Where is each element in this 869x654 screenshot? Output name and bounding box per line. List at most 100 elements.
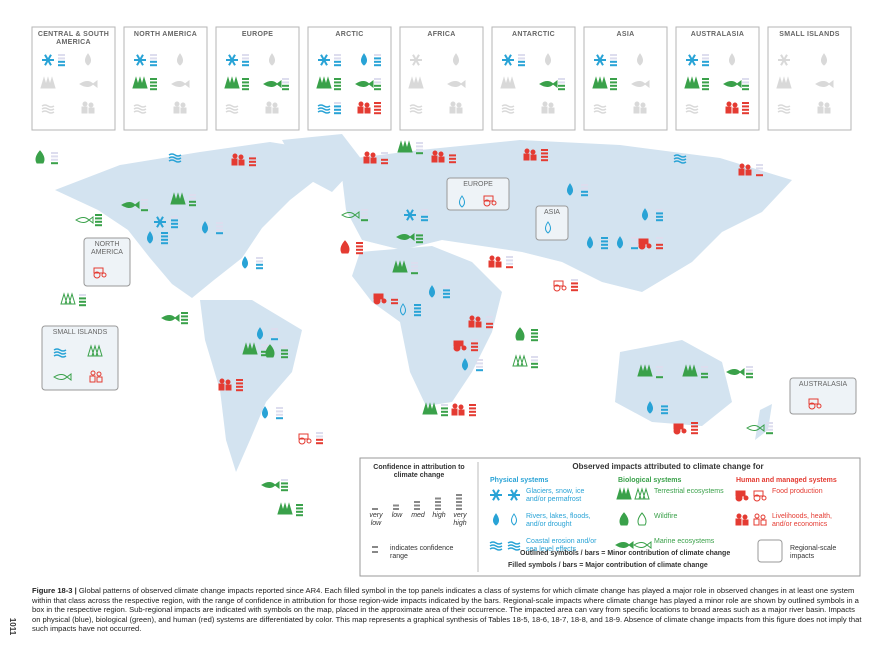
tree-icon xyxy=(600,76,608,89)
coast-icon xyxy=(685,110,699,114)
coast-icon xyxy=(777,104,791,108)
tractor-icon xyxy=(553,280,564,287)
people-icon xyxy=(530,149,536,155)
confidence-bar xyxy=(356,242,363,244)
confidence-bar xyxy=(249,154,256,156)
confidence-bar xyxy=(610,81,617,84)
confidence-bar xyxy=(656,215,663,218)
tractor-icon xyxy=(491,200,497,206)
tractor-icon xyxy=(743,495,749,501)
coast-icon xyxy=(225,107,239,111)
drop-icon xyxy=(587,236,593,249)
confidence-bar xyxy=(441,404,448,406)
region-panel xyxy=(767,26,852,131)
confidence-bar xyxy=(571,289,578,292)
confidence-bar xyxy=(374,78,381,80)
confidence-bar xyxy=(518,54,525,56)
regional-box xyxy=(535,205,569,241)
confidence-bar xyxy=(374,88,381,91)
fire-icon xyxy=(340,240,350,254)
people-icon xyxy=(449,106,456,114)
confidence-bar xyxy=(296,504,303,506)
confidence-bar xyxy=(261,347,268,350)
new-zealand xyxy=(755,404,772,440)
confidence-bar xyxy=(316,432,323,434)
confidence-bar xyxy=(256,260,263,263)
confidence-bar xyxy=(58,57,65,60)
people-icon xyxy=(742,519,749,526)
confidence-bar xyxy=(249,164,256,167)
confidence-bar xyxy=(261,354,268,357)
confidence-bar xyxy=(742,108,749,111)
confidence-bar xyxy=(51,158,58,161)
coast-icon xyxy=(673,160,687,164)
confidence-bar xyxy=(79,300,86,303)
confidence-bar xyxy=(518,60,525,63)
confidence-bar xyxy=(236,389,243,392)
confidence-bar xyxy=(411,272,418,275)
snow-icon xyxy=(44,54,52,66)
coast-icon xyxy=(41,107,55,111)
confidence-bar xyxy=(414,314,421,317)
people-icon xyxy=(468,320,475,328)
tree-icon xyxy=(87,344,95,357)
confidence-bar xyxy=(150,84,157,87)
people-icon xyxy=(232,153,238,159)
confidence-bar xyxy=(334,78,341,80)
tree-icon xyxy=(64,292,72,305)
range-note: indicates confidence range xyxy=(390,545,454,560)
people-icon xyxy=(218,383,225,391)
fish-icon xyxy=(261,481,280,489)
confidence-bar xyxy=(334,54,341,56)
confidence-bar xyxy=(742,102,749,104)
confidence-bar xyxy=(656,219,663,222)
snow-icon xyxy=(136,54,144,66)
confidence-bar xyxy=(469,407,476,410)
confidence-bar xyxy=(381,152,388,154)
confidence-level: very high xyxy=(453,512,467,527)
confidence-bar xyxy=(374,64,381,67)
confidence-bar xyxy=(276,407,283,409)
confidence-bar xyxy=(416,145,423,148)
confidence-bar xyxy=(374,60,381,63)
people-icon xyxy=(225,384,232,391)
people-icon xyxy=(489,255,495,261)
drop-icon xyxy=(617,236,623,249)
legend-item: Marine ecosystems xyxy=(654,538,715,545)
coast-icon xyxy=(507,547,521,551)
people-icon xyxy=(524,148,530,154)
snow-icon xyxy=(688,54,696,66)
confidence-bar xyxy=(242,84,249,87)
drop-icon xyxy=(147,231,153,244)
people-icon xyxy=(753,518,760,526)
confidence-bar xyxy=(171,219,178,222)
people-icon xyxy=(542,101,548,107)
confidence-level: high xyxy=(432,512,446,519)
fish-icon xyxy=(53,373,72,381)
fish-icon xyxy=(396,233,415,241)
drop-icon xyxy=(85,53,91,66)
region-panel xyxy=(583,26,668,131)
panel-label: AUSTRALASIA xyxy=(690,31,745,38)
confidence-bar xyxy=(414,504,420,507)
confidence-bar xyxy=(334,108,341,111)
tree-icon xyxy=(692,76,700,89)
confidence-bar xyxy=(161,235,168,238)
coast-icon xyxy=(41,104,55,108)
confidence-bar xyxy=(261,344,268,346)
coast-icon xyxy=(501,107,515,111)
confidence-bar xyxy=(656,237,663,239)
confidence-bar xyxy=(374,57,381,60)
confidence-bar xyxy=(281,352,288,355)
confidence-bar xyxy=(610,64,617,67)
confidence-bar xyxy=(242,64,249,67)
confidence-bar xyxy=(242,81,249,84)
coast-icon xyxy=(685,107,699,111)
coast-icon xyxy=(507,541,521,545)
confidence-bar xyxy=(756,174,763,177)
confidence-bar xyxy=(441,414,448,417)
confidence-bar xyxy=(372,551,378,553)
tree-icon xyxy=(178,192,186,205)
confidence-bar xyxy=(531,339,538,342)
drop-icon xyxy=(545,53,551,66)
